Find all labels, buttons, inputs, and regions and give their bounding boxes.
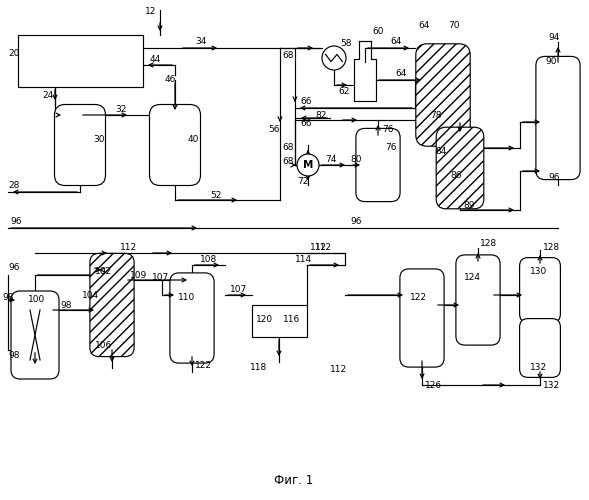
Text: 58: 58 [340,40,352,48]
Text: 109: 109 [130,270,147,280]
FancyBboxPatch shape [456,255,500,345]
Text: 96: 96 [8,264,19,272]
Text: 110: 110 [178,292,195,302]
Text: 64: 64 [395,70,406,78]
Text: 46: 46 [165,76,176,84]
Text: 112: 112 [120,242,137,252]
Text: 132: 132 [530,364,547,372]
Text: 90: 90 [545,58,557,66]
Text: 62: 62 [338,88,349,96]
Text: 100: 100 [28,296,45,304]
FancyBboxPatch shape [170,273,214,363]
Text: Фиг. 1: Фиг. 1 [274,474,313,486]
Text: 68: 68 [282,144,293,152]
Bar [252,305,307,337]
FancyBboxPatch shape [11,291,59,379]
Text: 44: 44 [150,56,161,64]
Text: 76: 76 [385,144,396,152]
Text: 84: 84 [435,148,446,156]
Text: 68: 68 [282,158,293,166]
Text: 124: 124 [464,274,481,282]
Text: 74: 74 [325,156,336,164]
FancyBboxPatch shape [356,128,400,202]
Text: 76: 76 [382,126,393,134]
Text: 72: 72 [297,178,309,186]
FancyBboxPatch shape [519,318,560,378]
Text: 122: 122 [410,294,427,302]
Text: 122: 122 [195,360,212,370]
FancyBboxPatch shape [416,44,470,146]
Text: 68: 68 [282,50,293,59]
Text: 66: 66 [300,120,312,128]
Text: 118: 118 [250,364,267,372]
Text: 112: 112 [310,242,327,252]
Text: 88: 88 [447,138,458,146]
Text: 86: 86 [450,170,462,179]
Text: 34: 34 [195,38,206,46]
Text: 52: 52 [210,190,221,200]
Text: 94: 94 [548,34,560,42]
Text: 66: 66 [300,98,312,106]
Text: 32: 32 [115,104,127,114]
FancyBboxPatch shape [55,104,105,186]
Text: 64: 64 [390,38,401,46]
FancyBboxPatch shape [400,269,444,367]
Text: 28: 28 [8,180,19,190]
Text: 128: 128 [480,240,497,248]
Text: 112: 112 [330,366,347,374]
Text: 130: 130 [530,268,547,276]
Text: 20: 20 [8,48,19,58]
FancyBboxPatch shape [90,254,134,356]
Text: 64: 64 [418,22,429,30]
FancyBboxPatch shape [519,258,560,322]
Text: 116: 116 [283,316,300,324]
Text: 24: 24 [42,90,53,100]
Circle shape [297,154,319,176]
Text: 80: 80 [350,156,362,164]
Text: 96: 96 [548,174,560,182]
Bar [18,35,143,87]
Text: 78: 78 [430,110,442,120]
Circle shape [322,46,346,70]
Text: 108: 108 [200,256,217,264]
Text: 82: 82 [315,110,326,120]
FancyBboxPatch shape [150,104,200,186]
Text: 96: 96 [350,218,362,226]
Text: 12: 12 [145,6,156,16]
Text: 107: 107 [152,274,169,282]
Text: 89: 89 [463,200,475,209]
Text: 70: 70 [448,22,459,30]
FancyBboxPatch shape [436,127,484,209]
Text: 98: 98 [60,300,71,310]
Text: 98: 98 [8,350,19,360]
Text: 114: 114 [295,256,312,264]
Text: 30: 30 [93,136,104,144]
Text: 107: 107 [230,286,247,294]
Text: 104: 104 [82,290,99,300]
Text: 128: 128 [543,244,560,252]
Text: 132: 132 [543,380,560,390]
Text: 106: 106 [95,340,112,349]
Text: 102: 102 [95,268,112,276]
Text: 112: 112 [315,242,332,252]
Text: M: M [303,160,313,170]
FancyBboxPatch shape [536,56,580,180]
Text: 98: 98 [2,294,14,302]
Text: 56: 56 [268,126,280,134]
Text: 120: 120 [256,316,273,324]
Text: 126: 126 [425,380,442,390]
Text: 40: 40 [188,136,199,144]
Text: 96: 96 [10,218,22,226]
Text: 60: 60 [372,28,383,36]
